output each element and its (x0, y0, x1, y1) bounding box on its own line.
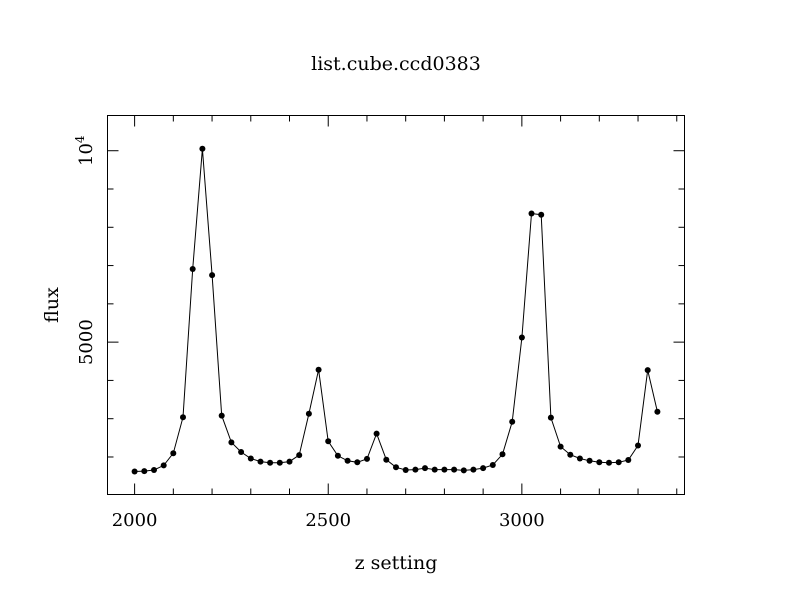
data-point (344, 457, 351, 464)
data-point (625, 457, 632, 463)
data-point (189, 266, 196, 272)
data-point (131, 468, 138, 475)
data-point (247, 455, 254, 462)
data-point (305, 410, 312, 417)
data-point (528, 210, 535, 217)
data-point (567, 451, 574, 458)
data-point (218, 412, 225, 419)
y-tick-label: 104 (73, 135, 97, 166)
chart-title: list.cube.ccd0383 (311, 53, 481, 75)
data-point (286, 458, 293, 465)
data-point (489, 462, 496, 468)
data-point (470, 466, 477, 473)
y-tick-label: 5000 (76, 319, 97, 365)
data-point (209, 272, 216, 279)
data-point (151, 467, 157, 473)
data-point (276, 459, 283, 466)
y-axis-label: flux (41, 287, 63, 323)
data-point (334, 452, 341, 459)
axis-ticks (107, 115, 685, 495)
data-point (576, 455, 583, 462)
data-point (557, 443, 564, 450)
data-point (596, 459, 603, 466)
data-point (199, 145, 206, 152)
tick-labels: 2000 2500 3000 5000 104 (73, 135, 545, 531)
data-point (412, 466, 419, 473)
data-point (431, 466, 438, 473)
data-point (586, 457, 593, 464)
data-point (364, 455, 370, 462)
data-point (538, 211, 545, 218)
x-axis-label: z setting (355, 552, 438, 574)
series-line (134, 148, 658, 472)
data-point (518, 334, 525, 341)
data-point (325, 438, 332, 445)
data-point (654, 408, 661, 415)
data-point (606, 459, 612, 466)
data-point (509, 418, 516, 425)
data-point (635, 442, 641, 449)
data-point (180, 414, 186, 421)
data-point (422, 465, 428, 472)
data-point (257, 458, 264, 465)
data-point (451, 466, 458, 473)
data-point (373, 430, 380, 437)
x-tick-label: 2500 (305, 510, 351, 531)
data-point (160, 462, 167, 469)
data-point (460, 467, 467, 474)
data-markers (131, 145, 661, 475)
data-point (615, 459, 622, 466)
data-point (644, 367, 651, 374)
data-point (354, 459, 361, 466)
data-point (383, 456, 390, 463)
data-point (480, 465, 487, 472)
data-point (315, 366, 322, 373)
data-point (228, 439, 235, 446)
data-point (393, 464, 399, 471)
data-point (267, 459, 274, 466)
y-tick-exponent: 4 (73, 135, 87, 143)
data-point (141, 468, 148, 475)
data-point (238, 449, 245, 455)
plot-frame (107, 115, 685, 495)
data-point (402, 467, 409, 473)
x-tick-label: 2000 (112, 510, 158, 531)
data-point (499, 451, 506, 458)
x-tick-label: 3000 (499, 510, 545, 531)
data-point (296, 452, 303, 459)
data-point (547, 414, 554, 421)
data-point (170, 450, 177, 457)
data-point (441, 466, 448, 473)
